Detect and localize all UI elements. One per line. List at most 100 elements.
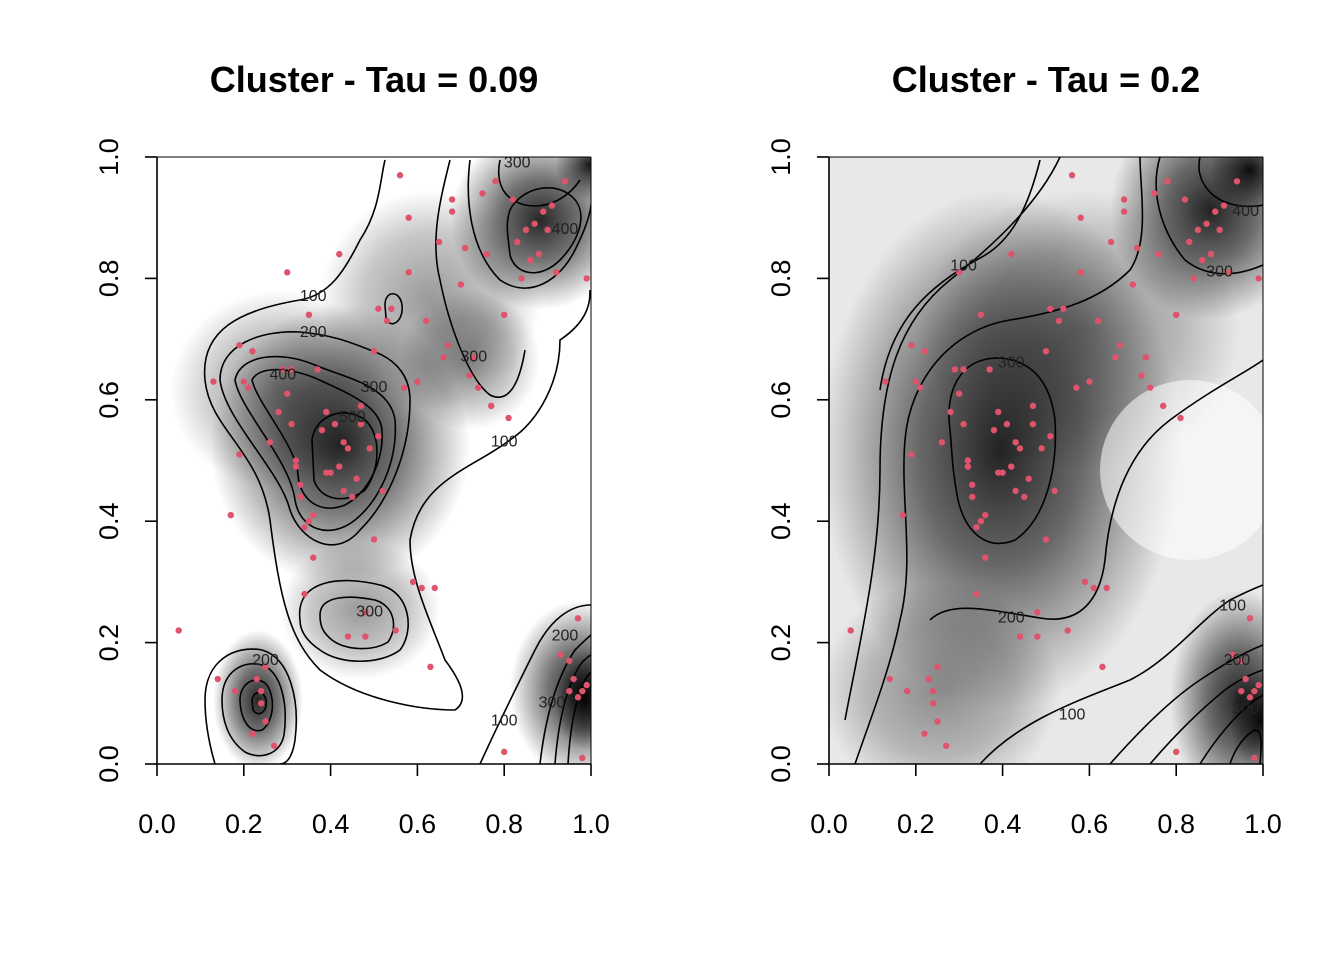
data-point (973, 590, 980, 598)
data-point (921, 730, 928, 737)
data-point (240, 378, 247, 385)
x-tick-label: 0.6 (399, 809, 437, 839)
contour-label: 100 (1219, 597, 1246, 614)
data-point (427, 663, 434, 671)
data-point (262, 663, 269, 671)
data-point (535, 250, 543, 258)
data-point (1081, 578, 1089, 586)
data-point (249, 730, 256, 737)
data-point (1055, 317, 1063, 325)
data-point (1073, 384, 1080, 391)
data-point (990, 426, 998, 434)
data-point (175, 627, 182, 634)
data-point (544, 226, 551, 234)
y-tick-label: 0.8 (766, 260, 796, 298)
data-point (405, 269, 412, 276)
data-point (501, 311, 508, 319)
data-point (292, 457, 300, 464)
data-point (257, 700, 265, 707)
data-point (288, 366, 295, 373)
data-point (882, 378, 889, 385)
data-point (1016, 633, 1024, 640)
data-point (960, 366, 967, 373)
density-right: 100 300 200 100 300 400 100 200 300 (829, 157, 1263, 764)
data-point (1099, 663, 1106, 671)
data-point (340, 439, 347, 446)
data-point (925, 675, 933, 683)
chart-title-right: Cluster - Tau = 0.2 (892, 59, 1200, 100)
data-point (929, 687, 937, 695)
data-point (1090, 584, 1097, 592)
data-point (370, 536, 378, 543)
ticks-left: 0.0 0.2 0.4 0.6 0.8 1.0 0.0 0.2 0.4 0.6 0.8 1.0 (94, 138, 610, 839)
data-point (392, 627, 399, 634)
data-point (405, 214, 412, 221)
data-point (305, 518, 313, 525)
data-point (257, 687, 265, 695)
contour-label: 100 (1059, 707, 1086, 724)
data-point (522, 226, 530, 234)
data-point (310, 554, 317, 561)
data-point (236, 341, 243, 349)
data-point (1181, 196, 1189, 203)
data-point (995, 408, 1002, 416)
data-point (1012, 487, 1019, 495)
data-point (583, 681, 590, 689)
data-point (236, 451, 243, 458)
data-point (969, 481, 976, 488)
data-point (548, 202, 556, 209)
x-tick-label: 1.0 (1244, 809, 1282, 839)
data-point (1047, 433, 1054, 440)
data-point (1255, 681, 1262, 689)
data-point (284, 269, 291, 276)
data-point (553, 269, 560, 276)
data-point (1233, 178, 1241, 185)
data-point (1029, 420, 1037, 428)
data-point (1077, 214, 1084, 221)
contour-label: 300 (998, 355, 1025, 372)
data-point (1146, 384, 1154, 391)
data-point (1034, 609, 1041, 616)
data-point (1238, 657, 1245, 665)
x-tick-label: 0.0 (138, 809, 176, 839)
contour-label: 400 (1232, 203, 1259, 220)
data-point (505, 414, 512, 422)
data-point (305, 311, 313, 319)
data-point (986, 366, 993, 373)
density-left: 100 200 400 300 500 300 100 300 400 300 200 200 100 3… (157, 157, 591, 764)
data-point (292, 463, 300, 470)
data-point (1042, 348, 1050, 355)
data-point (973, 524, 980, 531)
y-tick-label: 0.2 (766, 624, 796, 662)
data-point (1133, 244, 1141, 252)
data-point (357, 420, 365, 428)
data-point (1142, 354, 1150, 361)
data-point (1129, 281, 1137, 288)
data-point (297, 481, 304, 488)
data-point (1003, 420, 1011, 428)
x-tick-label: 1.0 (572, 809, 610, 839)
data-point (461, 244, 469, 252)
data-point (357, 402, 365, 410)
points-left (175, 172, 590, 762)
data-point (483, 250, 491, 258)
contour-label: 300 (1232, 701, 1259, 718)
contour-label: 300 (361, 379, 388, 396)
data-point (314, 366, 321, 373)
data-point (1155, 250, 1163, 258)
ticks-right: 0.0 0.2 0.4 0.6 0.8 1.0 0.0 0.2 0.4 0.6 0.8 1.0 (766, 138, 1282, 839)
contour-label: 300 (460, 349, 487, 366)
data-point (401, 384, 408, 391)
data-point (270, 742, 278, 749)
data-point (1120, 196, 1128, 203)
data-point (1151, 190, 1158, 197)
data-point (1203, 220, 1210, 227)
data-point (908, 451, 915, 458)
data-point (375, 433, 382, 440)
data-point (531, 220, 538, 227)
data-point (318, 426, 326, 434)
data-point (1216, 226, 1223, 234)
data-point (1246, 694, 1254, 701)
data-point (1246, 615, 1254, 622)
axes-left (156, 156, 592, 765)
